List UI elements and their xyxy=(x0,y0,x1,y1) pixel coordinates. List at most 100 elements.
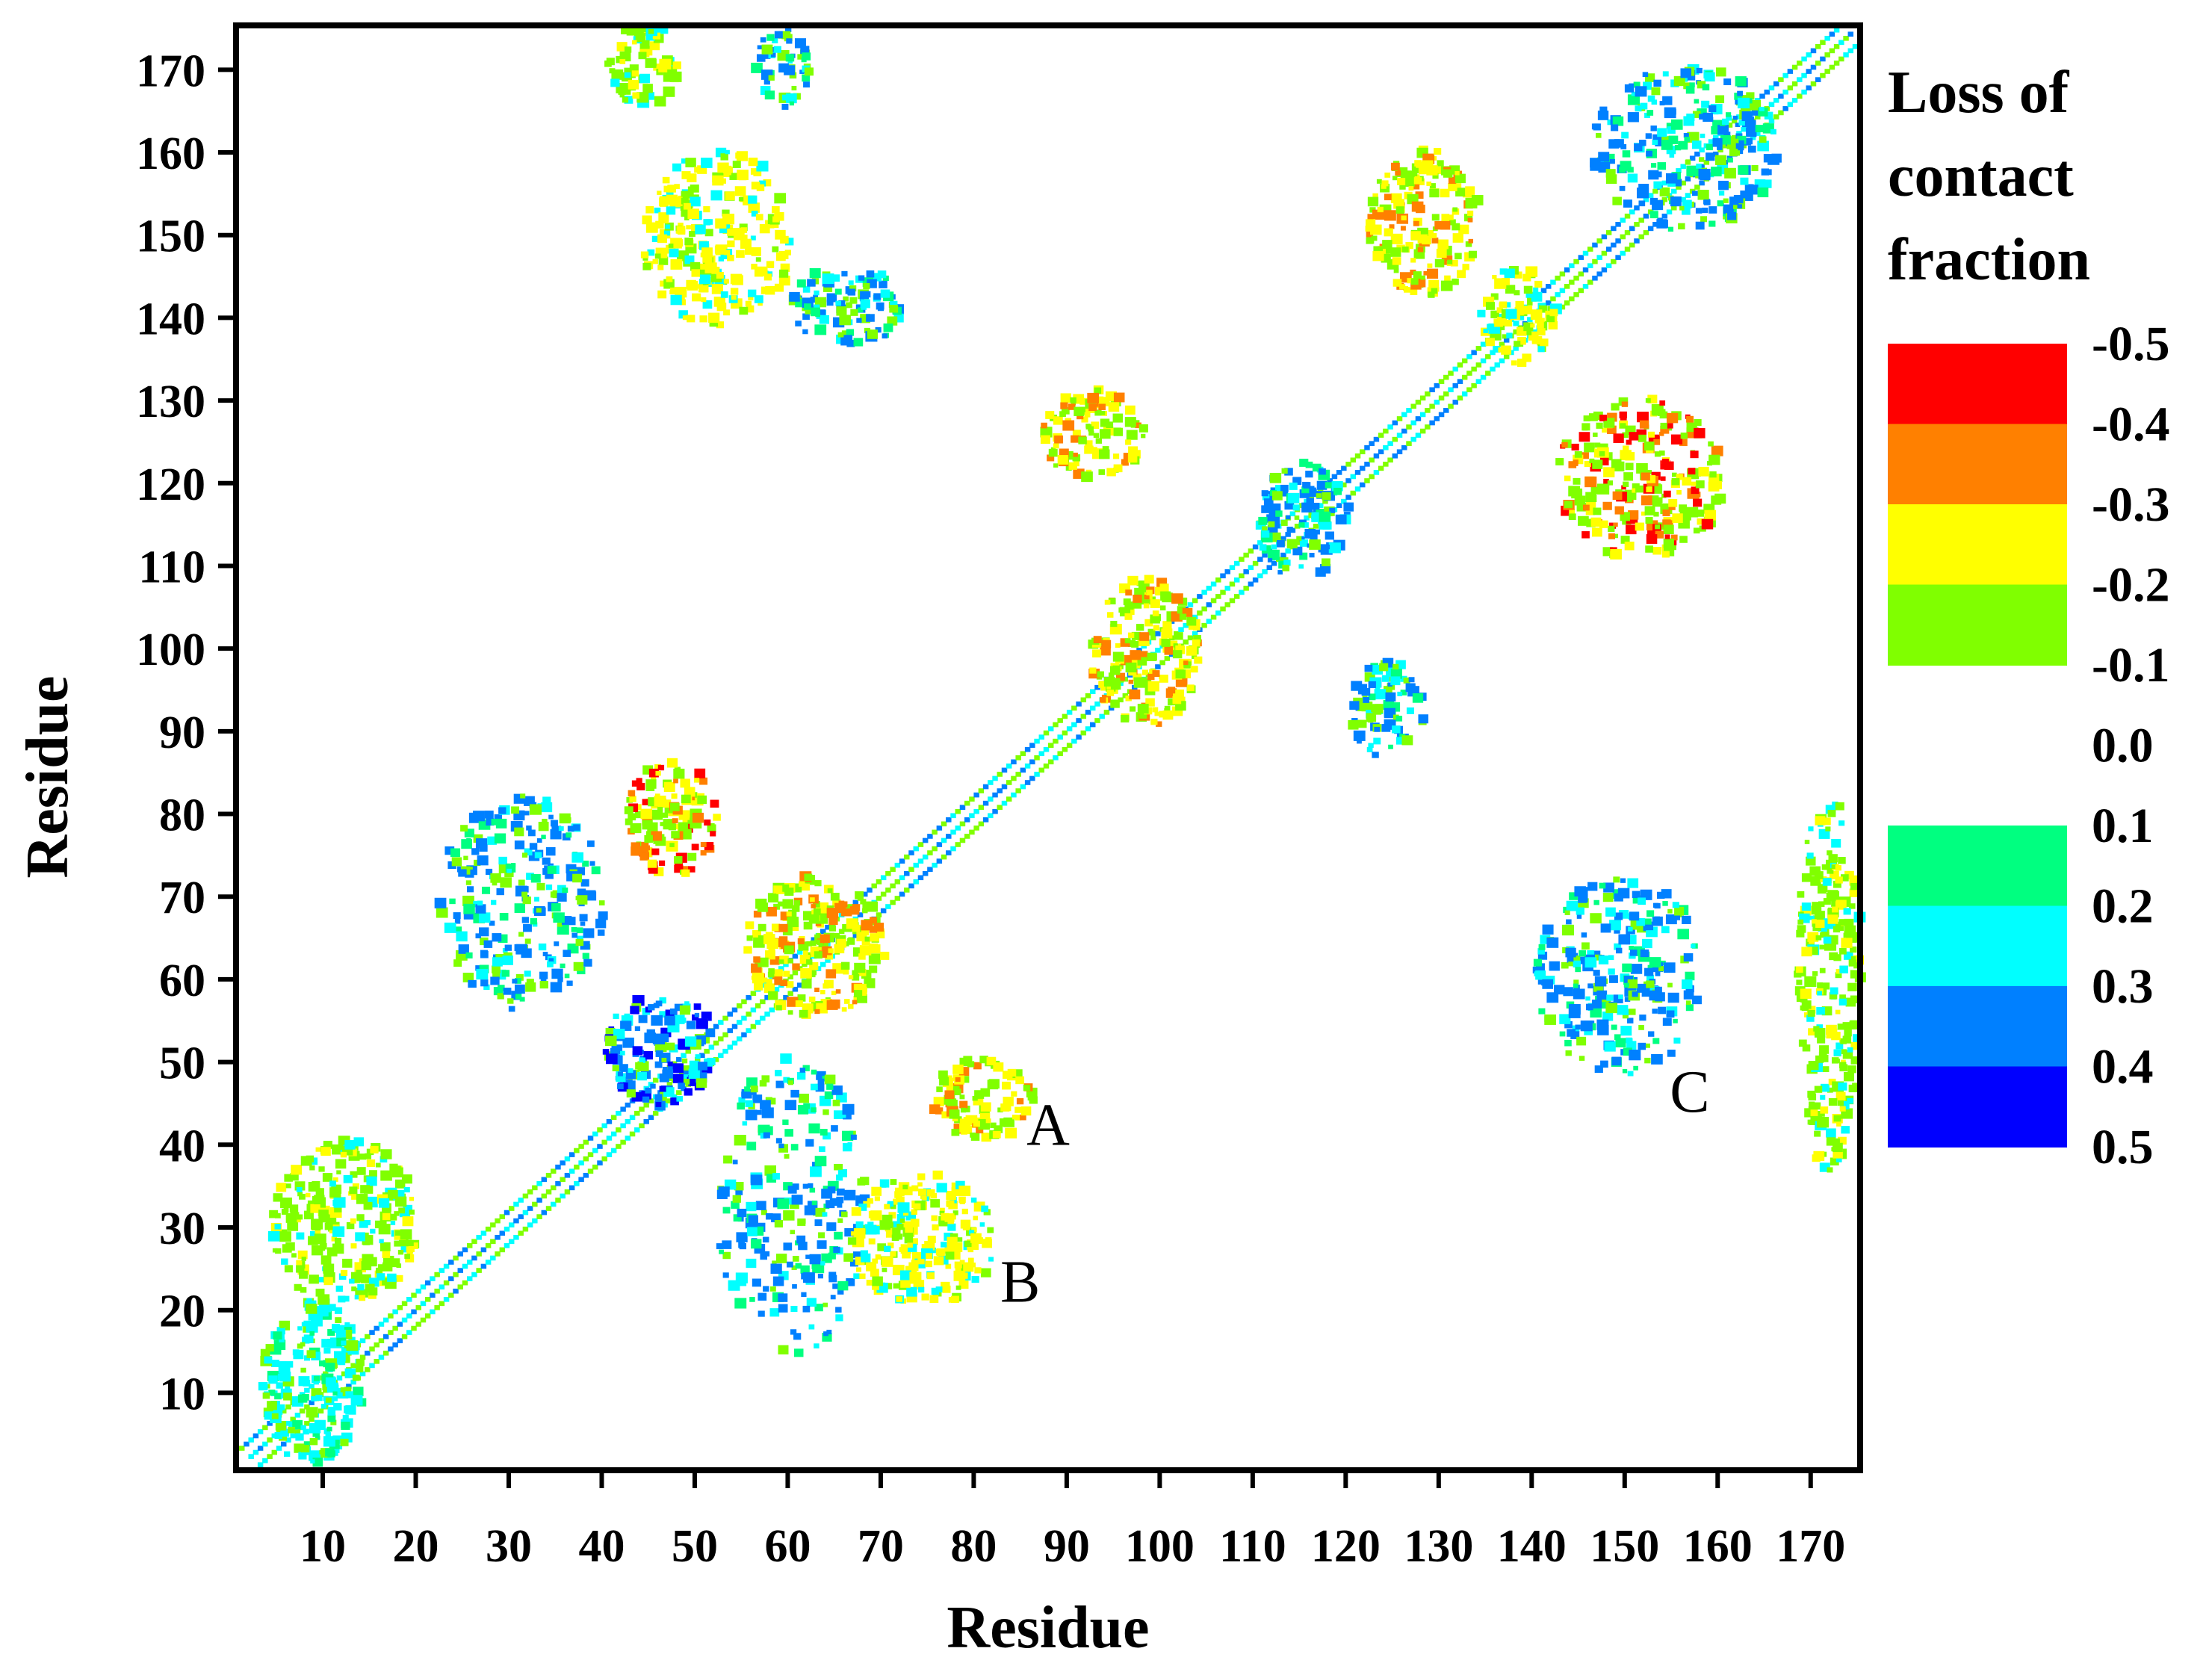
heatmap-cell xyxy=(770,1286,776,1292)
heatmap-cell xyxy=(515,977,521,984)
heatmap-cell xyxy=(969,1230,975,1235)
heatmap-cell xyxy=(1318,548,1324,553)
heatmap-cell xyxy=(1419,395,1426,401)
heatmap-cell xyxy=(684,1088,693,1096)
heatmap-cell xyxy=(1697,190,1709,200)
heatmap-cell xyxy=(1581,932,1587,938)
heatmap-cell xyxy=(1011,1091,1017,1097)
heatmap-cell xyxy=(999,1118,1009,1127)
heatmap-cell xyxy=(753,910,762,918)
heatmap-cell xyxy=(1034,738,1040,744)
heatmap-cell xyxy=(917,1182,923,1187)
heatmap-cell xyxy=(1428,291,1435,298)
heatmap-cell xyxy=(684,238,693,246)
heatmap-cell xyxy=(1661,140,1673,150)
heatmap-cell xyxy=(392,1309,398,1315)
heatmap-cell xyxy=(639,1057,645,1063)
heatmap-cell xyxy=(1366,237,1375,244)
heatmap-cell xyxy=(964,1240,972,1248)
heatmap-cell xyxy=(1641,495,1652,506)
heatmap-cell xyxy=(850,309,858,316)
heatmap-cell xyxy=(563,950,571,957)
heatmap-cell xyxy=(1844,918,1854,928)
heatmap-cell xyxy=(799,1068,806,1073)
heatmap-cell xyxy=(273,1331,282,1340)
heatmap-cell xyxy=(349,1186,358,1195)
heatmap-cell xyxy=(890,899,896,905)
heatmap-cell xyxy=(304,1404,310,1410)
heatmap-cell xyxy=(818,1232,825,1239)
heatmap-cell xyxy=(1807,932,1819,942)
heatmap-cell xyxy=(465,880,472,885)
heatmap-cell xyxy=(564,1156,571,1162)
heatmap-cell xyxy=(420,1301,427,1307)
heatmap-cell xyxy=(1331,474,1338,480)
heatmap-cell xyxy=(1603,478,1609,484)
heatmap-cell xyxy=(1623,1047,1632,1056)
heatmap-cell xyxy=(678,223,684,228)
heatmap-cell xyxy=(1094,671,1100,677)
heatmap-cell xyxy=(1210,581,1217,587)
heatmap-cell xyxy=(1664,461,1674,470)
heatmap-cell xyxy=(692,812,704,823)
heatmap-cell xyxy=(1490,293,1499,300)
heatmap-cell xyxy=(1020,767,1026,773)
heatmap-cell xyxy=(1277,570,1283,575)
heatmap-cell xyxy=(634,1127,640,1133)
heatmap-cell xyxy=(1062,713,1068,719)
heatmap-cell xyxy=(983,1209,991,1215)
heatmap-cell xyxy=(1699,147,1705,153)
heatmap-cell xyxy=(887,1201,894,1207)
heatmap-cell xyxy=(538,943,547,951)
heatmap-cell xyxy=(555,1198,561,1203)
heatmap-cell xyxy=(1396,449,1403,455)
heatmap-cell xyxy=(692,293,701,302)
heatmap-cell xyxy=(1825,826,1831,831)
heatmap-cell xyxy=(1555,458,1564,465)
heatmap-cell xyxy=(471,848,480,855)
heatmap-cell xyxy=(657,191,662,195)
heatmap-cell xyxy=(1629,83,1635,88)
heatmap-cell xyxy=(642,255,648,261)
heatmap-cell xyxy=(695,1054,701,1059)
heatmap-cell xyxy=(403,1186,410,1193)
heatmap-cell xyxy=(838,929,845,935)
heatmap-cell xyxy=(505,863,516,873)
heatmap-cell xyxy=(1313,524,1319,529)
heatmap-cell xyxy=(1679,205,1685,211)
heatmap-cell xyxy=(521,948,532,958)
heatmap-cell xyxy=(787,1186,797,1194)
heatmap-cell xyxy=(485,1260,492,1265)
heatmap-cell xyxy=(973,1062,982,1070)
heatmap-cell xyxy=(645,1087,652,1094)
heatmap-cell xyxy=(1620,878,1626,883)
heatmap-cell xyxy=(746,1258,757,1269)
heatmap-cell xyxy=(698,284,703,289)
heatmap-cell xyxy=(1114,678,1121,684)
heatmap-cell xyxy=(591,866,601,875)
heatmap-cell xyxy=(344,1139,356,1150)
heatmap-cell xyxy=(507,998,514,1004)
heatmap-cell xyxy=(1348,720,1359,730)
heatmap-cell xyxy=(1294,515,1300,520)
heatmap-cell xyxy=(577,895,588,905)
heatmap-cell xyxy=(1582,504,1590,511)
heatmap-cell xyxy=(315,1288,325,1297)
heatmap-cell xyxy=(1505,320,1513,327)
heatmap-cell xyxy=(1266,514,1276,523)
heatmap-cell xyxy=(1125,696,1132,702)
heatmap-cell xyxy=(954,1261,962,1269)
heatmap-cell xyxy=(859,1273,866,1279)
heatmap-cell xyxy=(662,1066,668,1072)
heatmap-cell xyxy=(1431,237,1439,244)
heatmap-cell xyxy=(796,950,803,955)
heatmap-cell xyxy=(787,1010,793,1015)
heatmap-cell xyxy=(797,938,805,944)
heatmap-cell xyxy=(724,250,731,255)
heatmap-cell xyxy=(489,920,495,926)
heatmap-cell xyxy=(659,1073,669,1083)
heatmap-cell xyxy=(397,1249,404,1255)
heatmap-cell xyxy=(1731,118,1738,124)
heatmap-cell xyxy=(1215,610,1221,616)
heatmap-cell xyxy=(926,1253,933,1260)
